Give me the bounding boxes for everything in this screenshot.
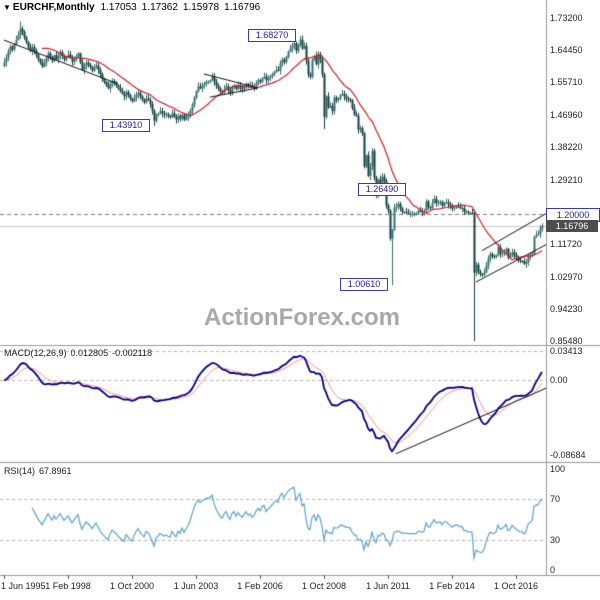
macd-axis-label: 0.00 xyxy=(550,375,568,386)
rsi-axis-label: 0 xyxy=(550,565,556,575)
macd-axis-label: 0.03413 xyxy=(550,346,583,357)
price-axis-label: 1.64450 xyxy=(550,45,583,56)
price-annotation-box[interactable]: 1.26490 xyxy=(358,182,406,196)
price-annotation-box[interactable]: 1.00610 xyxy=(340,278,388,292)
time-axis-label: 1 Jun 1995 xyxy=(1,581,46,591)
price-axis-label: 1.55710 xyxy=(550,77,583,88)
rsi-name: RSI(14) xyxy=(4,466,36,476)
macd-name: MACD(12,26,9) xyxy=(4,348,67,358)
rsi-axis-label: 30 xyxy=(550,534,561,545)
ohlc-low: 1.15978 xyxy=(182,2,220,13)
rsi-value: 67.8961 xyxy=(39,466,72,476)
macd-main-value: 0.012805 xyxy=(70,348,109,358)
chart-header: ▼ EURCHF,Monthly 1.17053 1.17362 1.15978 1.16… xyxy=(3,2,265,13)
rsi-indicator-label: RSI(14) 67.8961 xyxy=(4,466,76,476)
symbol-dropdown-icon[interactable]: ▼ xyxy=(3,3,11,12)
price-axis-label: 1.73200 xyxy=(550,13,583,23)
price-axis-label: 1.29210 xyxy=(550,174,583,185)
time-axis-label: 1 Feb 1998 xyxy=(45,581,91,591)
time-axis-label: 1 Oct 2016 xyxy=(493,581,539,591)
macd-signal-value: -0.002118 xyxy=(112,348,152,358)
time-axis-label: 1 Jun 2003 xyxy=(173,581,219,591)
ohlc-open: 1.17053 xyxy=(100,2,137,13)
rsi-axis-label: 70 xyxy=(550,494,561,505)
time-axis-label: 1 Feb 2006 xyxy=(237,581,283,591)
macd-indicator-label: MACD(12,26,9) 0.012805 -0.002118 xyxy=(4,348,156,358)
price-annotation-box[interactable]: 1.68270 xyxy=(248,29,296,43)
price-axis-label: 1.38220 xyxy=(550,141,583,152)
price-axis-label: 1.02970 xyxy=(550,271,583,282)
rsi-axis-label: 100 xyxy=(550,464,566,474)
price-axis-label: 1.46960 xyxy=(550,109,583,120)
symbol-timeframe-label: EURCHF,Monthly xyxy=(12,2,95,13)
price-axis-label: 1.11720 xyxy=(550,239,582,250)
time-axis-label: 1 Jun 2011 xyxy=(366,581,410,591)
last-price-box: 1.16796 xyxy=(546,219,598,232)
watermark: ActionForex.com xyxy=(203,304,401,331)
time-axis-label: 1 Feb 2014 xyxy=(429,581,475,591)
ohlc-high: 1.17362 xyxy=(141,2,178,13)
time-axis-label: 1 Oct 2008 xyxy=(301,581,347,591)
macd-axis-label: -0.08684 xyxy=(550,450,586,461)
ohlc-close: 1.16796 xyxy=(224,2,261,13)
time-axis-label: 1 Oct 2000 xyxy=(109,581,155,591)
price-axis-label: 0.85480 xyxy=(550,336,583,346)
price-annotation-box[interactable]: 1.43910 xyxy=(102,118,150,132)
price-axis-label: 0.94230 xyxy=(550,303,583,314)
